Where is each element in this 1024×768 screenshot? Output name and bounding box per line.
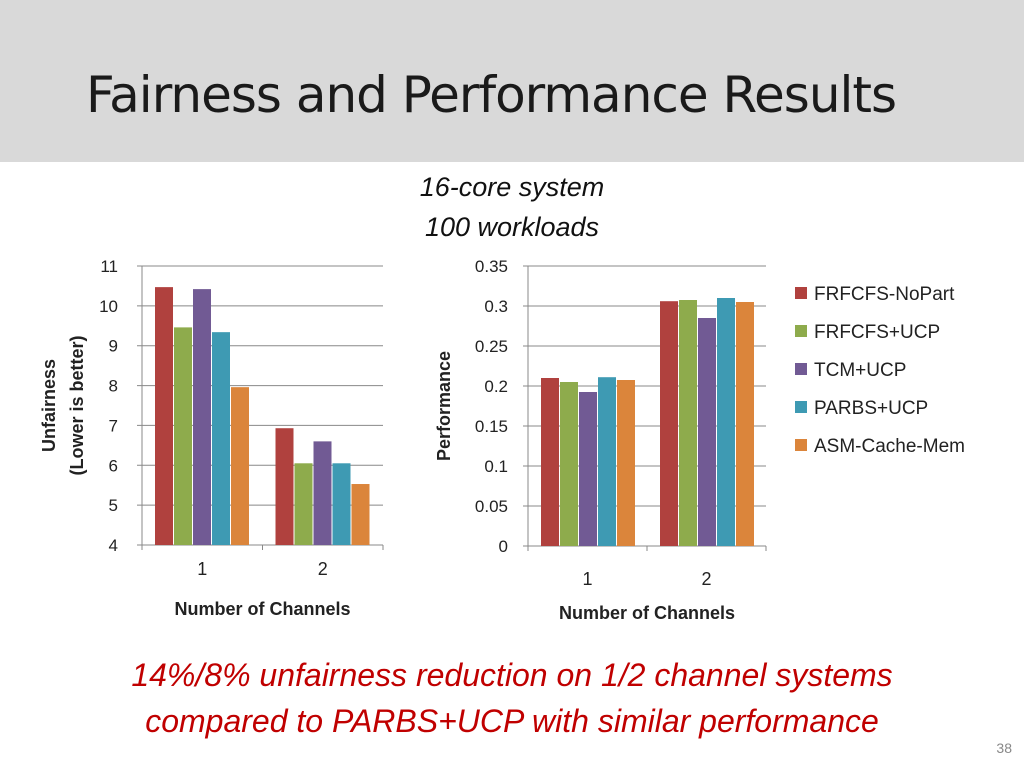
legend-label: FRFCFS-NoPart [814, 284, 955, 305]
bar-frfcfs-nopart [660, 301, 678, 546]
subtitle-line1: 16-core system [419, 172, 605, 202]
bar-frfcfs-ucp [294, 463, 313, 545]
y-tick-label: 0.35 [475, 257, 508, 276]
y-tick-label: 0.15 [475, 417, 508, 436]
bar-tcm-ucp [579, 392, 597, 546]
y-tick-label: 10 [99, 297, 118, 316]
y-tick-label: 5 [109, 496, 118, 515]
y-tick-label: 4 [109, 536, 118, 555]
legend-swatch [795, 325, 807, 337]
bar-frfcfs-nopart [541, 378, 559, 546]
x-tick-label: 1 [582, 569, 592, 589]
footer-line2: compared to PARBS+UCP with similar perfo… [145, 703, 879, 739]
y-tick-label: 8 [109, 377, 118, 396]
bar-parbs-ucp [212, 332, 230, 545]
y-tick-label: 0.1 [484, 457, 508, 476]
bar-parbs-ucp [332, 463, 351, 545]
subtitle-line2: 100 workloads [424, 212, 600, 242]
bar-asm-cache-mem [617, 380, 635, 546]
bar-parbs-ucp [598, 377, 616, 546]
y-axis-label: Performance [434, 351, 454, 461]
bar-frfcfs-ucp [560, 382, 578, 546]
bar-parbs-ucp [717, 298, 735, 546]
bar-frfcfs-nopart [155, 287, 173, 545]
y-axis-label: (Lower is better) [67, 335, 87, 475]
y-tick-label: 0.3 [484, 297, 508, 316]
bar-frfcfs-nopart [275, 428, 294, 545]
legend-label: TCM+UCP [814, 360, 906, 381]
y-tick-label: 7 [109, 416, 118, 435]
bar-asm-cache-mem [736, 302, 754, 546]
legend-label: ASM-Cache-Mem [814, 436, 965, 457]
bar-tcm-ucp [313, 441, 332, 545]
title-bar [0, 0, 1024, 162]
x-tick-label: 2 [318, 559, 328, 579]
x-tick-label: 1 [197, 559, 207, 579]
legend-label: FRFCFS+UCP [814, 322, 940, 343]
slide-title: Fairness and Performance Results [86, 66, 897, 124]
page-number: 38 [996, 740, 1012, 756]
x-axis-label: Number of Channels [559, 603, 735, 623]
x-axis-label: Number of Channels [174, 599, 350, 619]
y-tick-label: 11 [100, 257, 118, 276]
y-tick-label: 0.05 [475, 497, 508, 516]
bar-asm-cache-mem [351, 484, 370, 545]
legend-swatch [795, 401, 807, 413]
bar-frfcfs-ucp [679, 300, 697, 546]
footer-line1: 14%/8% unfairness reduction on 1/2 chann… [131, 657, 893, 693]
legend-swatch [795, 363, 807, 375]
y-axis-label: Unfairness [39, 359, 59, 452]
legend-swatch [795, 439, 807, 451]
bar-tcm-ucp [193, 289, 211, 545]
bar-tcm-ucp [698, 318, 716, 546]
legend-swatch [795, 287, 807, 299]
x-tick-label: 2 [701, 569, 711, 589]
y-tick-label: 0.2 [484, 377, 508, 396]
y-tick-label: 0 [499, 537, 508, 556]
y-tick-label: 9 [109, 337, 118, 356]
bar-frfcfs-ucp [174, 327, 192, 545]
bar-asm-cache-mem [231, 387, 249, 545]
legend-label: PARBS+UCP [814, 398, 928, 419]
y-tick-label: 6 [109, 456, 118, 475]
y-tick-label: 0.25 [475, 337, 508, 356]
